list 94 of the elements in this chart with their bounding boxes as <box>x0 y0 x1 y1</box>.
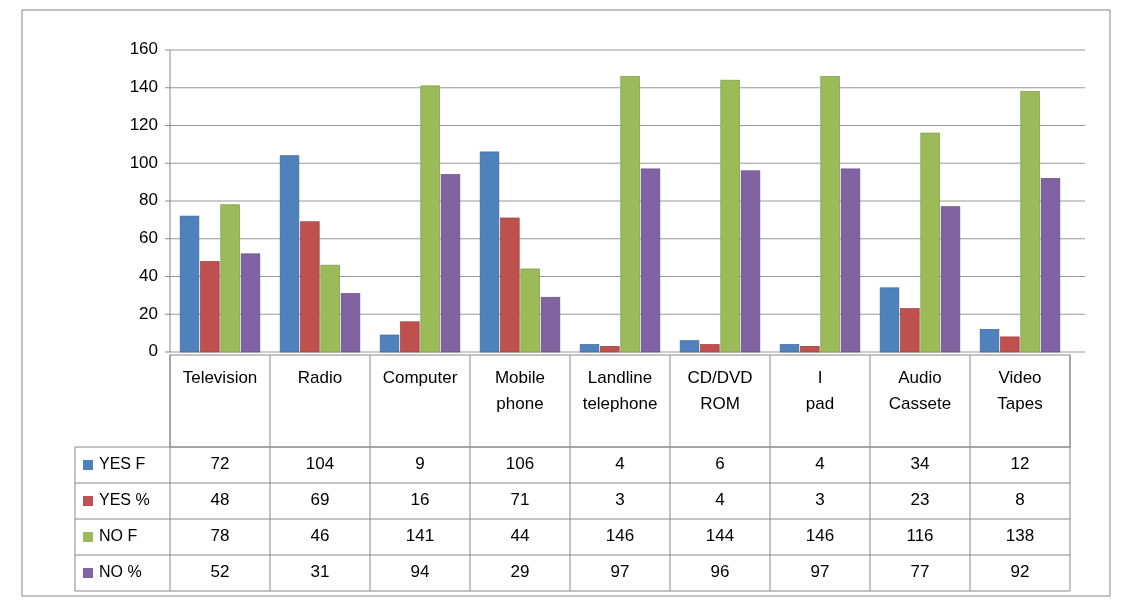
bar <box>220 204 240 353</box>
data-label: 9 <box>415 454 425 474</box>
data-label: 106 <box>505 454 535 474</box>
x-tick-label: Video Tapes <box>997 368 1043 413</box>
data-label: 71 <box>510 490 530 510</box>
data-label: 116 <box>906 526 934 546</box>
bar <box>800 345 820 353</box>
data-label: 3 <box>815 490 825 510</box>
data-label: 72 <box>210 454 230 474</box>
data-label: 48 <box>210 490 230 510</box>
x-tick-label: Audio Cassete <box>888 368 952 413</box>
bar <box>400 321 420 353</box>
x-tick-label: CD/DVD ROM <box>687 368 753 413</box>
bar <box>479 151 500 353</box>
legend-label: NO % <box>99 563 142 581</box>
y-tick-label: 120 <box>129 114 158 134</box>
legend-label: YES F <box>99 455 146 473</box>
bar <box>900 308 920 353</box>
bar <box>320 264 340 353</box>
data-label: 77 <box>910 562 930 582</box>
y-tick-label: 100 <box>129 152 158 172</box>
data-label: 29 <box>510 562 530 582</box>
data-label: 96 <box>710 562 730 582</box>
data-label: 4 <box>715 490 725 510</box>
y-tick-label: 40 <box>139 265 158 285</box>
bar <box>179 215 200 353</box>
bar <box>1040 178 1061 353</box>
data-label: 31 <box>310 562 330 582</box>
bar <box>579 344 600 353</box>
bar <box>879 287 900 353</box>
x-tick-label: Mobile phone <box>494 368 546 413</box>
legend-label: YES % <box>99 491 150 509</box>
bar <box>279 155 300 353</box>
data-label: 138 <box>1005 526 1035 546</box>
bar <box>440 174 461 353</box>
bar <box>540 296 561 353</box>
bar <box>1020 91 1040 353</box>
bar <box>820 76 840 353</box>
y-tick-label: 80 <box>139 190 158 210</box>
data-label: 52 <box>210 562 230 582</box>
bar <box>300 221 320 353</box>
data-label: 44 <box>510 526 530 546</box>
data-label: 23 <box>910 490 930 510</box>
data-label: 4 <box>615 454 625 474</box>
data-label: 16 <box>410 490 430 510</box>
bar <box>920 132 940 353</box>
data-label: 6 <box>715 454 725 474</box>
x-tick-label: Landline telephone <box>582 368 658 413</box>
y-tick-label: 0 <box>148 341 158 361</box>
bar <box>940 206 961 353</box>
data-label: 94 <box>410 562 430 582</box>
bar <box>679 340 700 353</box>
x-tick-label: Television <box>182 368 258 387</box>
bar <box>340 293 361 353</box>
bar <box>520 268 540 353</box>
bar <box>740 170 761 353</box>
data-label: 69 <box>310 490 330 510</box>
data-label: 46 <box>310 526 330 546</box>
data-label: 8 <box>1015 490 1025 510</box>
data-label: 141 <box>405 526 435 546</box>
y-tick-label: 160 <box>129 39 158 59</box>
y-tick-label: 140 <box>129 77 158 97</box>
data-label: 146 <box>605 526 635 546</box>
x-tick-label: I pad <box>805 368 835 413</box>
bar <box>720 79 740 353</box>
data-label: 34 <box>910 454 930 474</box>
data-label: 97 <box>610 562 630 582</box>
bar <box>200 261 220 353</box>
bar <box>420 85 440 353</box>
bar <box>620 76 640 353</box>
data-label: 146 <box>805 526 835 546</box>
bar <box>379 334 400 353</box>
bar <box>779 344 800 353</box>
y-tick-label: 20 <box>139 303 158 323</box>
data-label: 97 <box>810 562 830 582</box>
x-tick-label: Radio <box>297 368 343 387</box>
bar <box>979 329 1000 353</box>
bar <box>240 253 261 353</box>
bar <box>700 344 720 353</box>
y-tick-label: 60 <box>139 228 158 248</box>
data-label: 12 <box>1010 454 1030 474</box>
bar <box>500 217 520 353</box>
data-label: 4 <box>815 454 825 474</box>
bar <box>1000 336 1020 353</box>
bar <box>600 345 620 353</box>
data-label: 3 <box>615 490 625 510</box>
bar <box>840 168 861 353</box>
data-label: 104 <box>305 454 335 474</box>
bar <box>640 168 661 353</box>
x-tick-label: Computer <box>382 368 458 387</box>
data-label: 78 <box>210 526 230 546</box>
legend-label: NO F <box>99 527 138 545</box>
data-label: 144 <box>705 526 735 546</box>
data-label: 92 <box>1010 562 1030 582</box>
